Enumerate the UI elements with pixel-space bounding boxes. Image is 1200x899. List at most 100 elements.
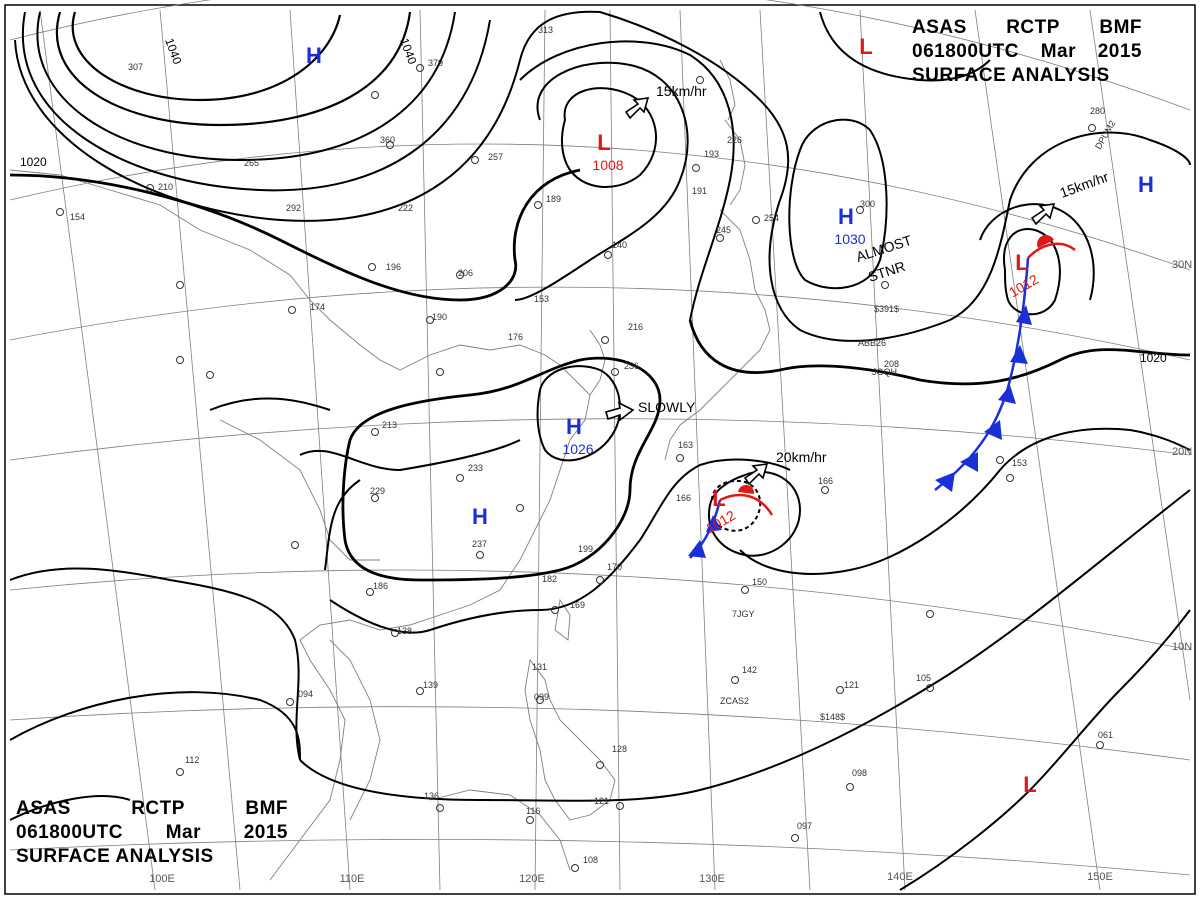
isobar	[14, 10, 601, 222]
station-pressure-value: 190	[432, 312, 447, 322]
station-id: $148$	[820, 712, 845, 722]
station-pressure-value: 360	[380, 135, 395, 145]
isobar-label: 1020	[20, 155, 47, 169]
station-pressure-value: 128	[612, 744, 627, 754]
longitude-line	[679, 9, 716, 891]
longitude-line	[1089, 9, 1191, 701]
station-circle	[696, 76, 704, 84]
station-pressure-value: 208	[884, 359, 899, 369]
isobar	[819, 11, 991, 82]
isobar	[324, 479, 361, 571]
station-circle	[371, 91, 379, 99]
station-circle	[288, 306, 296, 314]
longitude-label: 110E	[340, 873, 365, 885]
station-pressure-value: 300	[860, 199, 875, 209]
title-time: 061800UTC	[912, 41, 1019, 62]
station-circle	[692, 164, 700, 172]
longitude-label: 120E	[519, 873, 545, 885]
warm-front-line	[1027, 242, 1076, 259]
station-circle	[176, 281, 184, 289]
latitude-line	[9, 418, 1191, 461]
latitude-label: 30N	[1172, 259, 1192, 271]
station-circle	[206, 371, 214, 379]
station-circle	[926, 684, 934, 692]
taiwan-coastline	[554, 598, 571, 641]
station-circle	[456, 474, 464, 482]
title-product: SURFACE ANALYSIS	[16, 846, 214, 867]
station-pressure-value: 196	[386, 262, 401, 272]
center-pressure-value: 1026	[562, 441, 593, 457]
motion-arrows	[605, 97, 1056, 486]
latitude-label: 20N	[1172, 446, 1192, 458]
isobar	[514, 61, 689, 301]
latitude-line	[9, 143, 1191, 271]
station-circle	[176, 768, 184, 776]
latitude-line	[9, 286, 1191, 361]
station-pressure-value: 292	[286, 203, 301, 213]
indochina-coastline	[329, 639, 381, 821]
station-circle	[791, 834, 799, 842]
station-circle	[416, 64, 424, 72]
station-value-layer: 7JGY ZCAS2 ABB26 JGQH $148$ $391$ DPUM2 307 379 3…	[70, 25, 1117, 865]
station-pressure-value: 099	[534, 692, 549, 702]
cold-front-triangle	[688, 540, 706, 558]
title-row-2: 061800UTC Mar 2015	[16, 821, 288, 845]
label-layer: 1040 1040 1020 1020 15km/hr 15km/hr SLOWLY 20km…	[20, 36, 1192, 885]
station-circle	[426, 316, 434, 324]
station-circle	[996, 456, 1004, 464]
station-circle	[856, 206, 864, 214]
isobar	[55, 11, 412, 127]
station-pressure-value: 131	[532, 662, 547, 672]
station-pressure-value: 163	[678, 440, 693, 450]
station-circle	[146, 184, 154, 192]
high-pressure-center: H	[838, 204, 854, 229]
warm-front-semicircle	[1037, 235, 1054, 248]
isobar-low-center	[561, 87, 657, 188]
latitude-label: 10N	[1172, 641, 1192, 653]
longitude-line	[859, 9, 906, 891]
low-pressure-center: L	[1023, 772, 1036, 797]
cold-front-triangle	[960, 452, 978, 472]
cold-front-south	[688, 499, 722, 559]
isobar-high-center	[788, 118, 888, 290]
isobar	[9, 691, 301, 761]
latitude-line	[9, 0, 1191, 111]
title-station: RCTP	[131, 798, 185, 819]
title-station: RCTP	[1006, 17, 1060, 38]
station-circle	[456, 271, 464, 279]
station-circle	[371, 428, 379, 436]
longitude-line	[974, 9, 1101, 891]
korea-coastline	[589, 329, 606, 396]
station-id: DPUM2	[1093, 119, 1117, 151]
title-agency: ASAS	[912, 17, 967, 38]
station-pressure-value: 153	[1012, 458, 1027, 468]
station-pressure-value: 280	[1090, 106, 1105, 116]
cold-front-triangle	[706, 515, 722, 532]
station-circle	[386, 141, 394, 149]
station-pressure-value: 153	[534, 294, 549, 304]
station-pressure-value: 182	[542, 574, 557, 584]
cold-front-triangle	[1010, 345, 1028, 364]
station-circle	[752, 216, 760, 224]
motion-arrow	[743, 463, 769, 486]
station-pressure-value: 142	[742, 665, 757, 675]
station-pressure-value: 166	[818, 476, 833, 486]
title-agency: ASAS	[16, 798, 71, 819]
isobar	[768, 131, 1191, 342]
center-pressure-value: 1030	[834, 231, 865, 247]
station-circle	[416, 687, 424, 695]
station-plots	[56, 64, 1104, 872]
station-pressure-value: 199	[578, 544, 593, 554]
motion-arrow	[624, 97, 650, 120]
longitude-label: 100E	[149, 873, 175, 885]
station-pressure-value: 191	[692, 186, 707, 196]
station-circle	[366, 588, 374, 596]
station-circle	[526, 816, 534, 824]
station-circle	[926, 610, 934, 618]
coastline	[9, 59, 771, 881]
isobar	[329, 458, 791, 634]
station-circle	[471, 156, 479, 164]
